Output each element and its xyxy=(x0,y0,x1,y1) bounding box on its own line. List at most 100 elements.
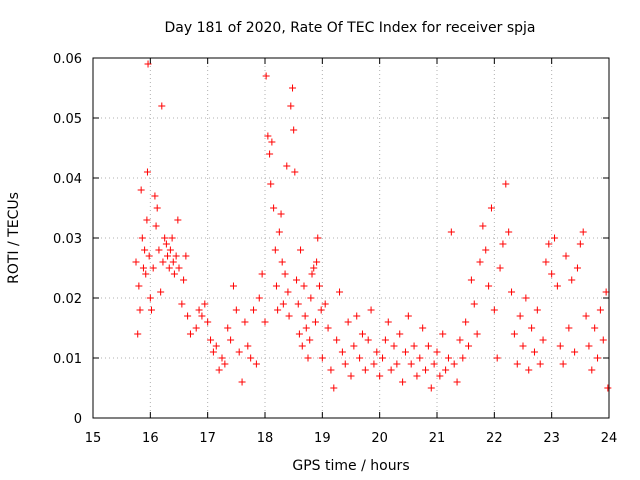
data-point xyxy=(218,354,226,362)
data-point xyxy=(241,318,249,326)
data-point xyxy=(295,330,303,338)
data-point xyxy=(155,246,163,254)
data-point xyxy=(274,306,282,314)
data-point xyxy=(399,378,407,386)
data-point xyxy=(281,270,289,278)
data-point xyxy=(350,342,358,350)
data-point xyxy=(548,270,556,278)
data-point xyxy=(447,228,455,236)
data-point xyxy=(542,258,550,266)
data-point xyxy=(499,240,507,248)
data-point xyxy=(459,354,467,362)
data-point xyxy=(596,306,604,314)
data-point xyxy=(238,378,246,386)
data-point xyxy=(585,342,593,350)
data-point xyxy=(174,216,182,224)
data-point xyxy=(272,282,280,290)
x-tick-label: 18 xyxy=(257,431,274,446)
data-point xyxy=(513,360,521,368)
data-point xyxy=(142,270,150,278)
data-point xyxy=(310,264,318,272)
data-point xyxy=(304,354,312,362)
data-point xyxy=(327,366,335,374)
data-point xyxy=(313,258,321,266)
data-point xyxy=(266,150,274,158)
data-point xyxy=(416,354,424,362)
y-tick-label: 0 xyxy=(74,412,82,427)
data-point xyxy=(290,126,298,134)
data-point xyxy=(180,276,188,284)
data-point xyxy=(571,348,579,356)
data-point xyxy=(456,336,464,344)
data-point xyxy=(591,324,599,332)
data-point xyxy=(182,252,190,260)
data-point xyxy=(401,348,409,356)
x-tick-label: 15 xyxy=(85,431,102,446)
data-point xyxy=(519,342,527,350)
data-point xyxy=(264,132,272,140)
data-point xyxy=(439,330,447,338)
x-tick-label: 24 xyxy=(601,431,618,446)
data-point xyxy=(444,354,452,362)
data-point xyxy=(307,294,315,302)
data-point xyxy=(247,354,255,362)
data-point xyxy=(487,204,495,212)
data-point xyxy=(568,276,576,284)
data-point xyxy=(165,264,173,272)
data-point xyxy=(306,336,314,344)
data-point xyxy=(275,228,283,236)
data-point xyxy=(413,372,421,380)
data-point xyxy=(267,180,275,188)
data-point xyxy=(373,348,381,356)
data-point xyxy=(530,348,538,356)
data-point xyxy=(505,228,513,236)
data-point xyxy=(427,384,435,392)
data-point xyxy=(410,342,418,350)
data-point xyxy=(136,306,144,314)
data-point xyxy=(573,264,581,272)
data-point xyxy=(285,312,293,320)
data-point xyxy=(321,300,329,308)
data-point xyxy=(433,348,441,356)
y-tick-label: 0.02 xyxy=(53,292,82,307)
data-point xyxy=(221,360,229,368)
data-point xyxy=(528,324,536,332)
data-point xyxy=(516,312,524,320)
data-point xyxy=(294,300,302,308)
data-point xyxy=(387,366,395,374)
data-point xyxy=(169,258,177,266)
data-point xyxy=(493,354,501,362)
data-point xyxy=(159,258,167,266)
data-point xyxy=(599,336,607,344)
data-point xyxy=(134,330,142,338)
data-point xyxy=(579,228,587,236)
data-point xyxy=(396,330,404,338)
grid-lines xyxy=(93,58,609,418)
data-point xyxy=(545,240,553,248)
data-point xyxy=(212,342,220,350)
data-point xyxy=(358,330,366,338)
x-tick-labels: 15 16 17 18 19 20 21 22 23 24 xyxy=(85,431,618,446)
data-point xyxy=(198,312,206,320)
x-tick-label: 17 xyxy=(199,431,216,446)
data-point xyxy=(467,276,475,284)
data-point xyxy=(132,258,140,266)
data-point xyxy=(278,258,286,266)
data-point xyxy=(470,300,478,308)
data-point xyxy=(562,252,570,260)
data-point xyxy=(436,372,444,380)
data-point xyxy=(135,282,143,290)
data-point xyxy=(559,360,567,368)
y-tick-label: 0.06 xyxy=(53,52,82,67)
data-point xyxy=(277,210,285,218)
data-point xyxy=(178,300,186,308)
data-point xyxy=(450,360,458,368)
data-point xyxy=(381,336,389,344)
data-point xyxy=(192,324,200,332)
data-point xyxy=(390,342,398,350)
data-point xyxy=(138,234,146,242)
data-point xyxy=(582,312,590,320)
data-point xyxy=(465,342,473,350)
data-point xyxy=(289,84,297,92)
data-point xyxy=(496,264,504,272)
